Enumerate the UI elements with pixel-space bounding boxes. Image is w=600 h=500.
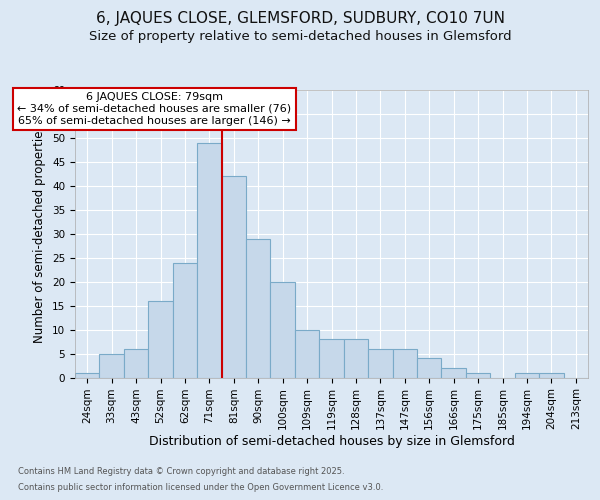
Text: Contains public sector information licensed under the Open Government Licence v3: Contains public sector information licen… [18, 484, 383, 492]
Text: Contains HM Land Registry data © Crown copyright and database right 2025.: Contains HM Land Registry data © Crown c… [18, 467, 344, 476]
Bar [173, 262, 197, 378]
Bar [221, 176, 246, 378]
Bar [319, 339, 344, 378]
Bar [344, 339, 368, 378]
Bar [539, 372, 563, 378]
Text: Size of property relative to semi-detached houses in Glemsford: Size of property relative to semi-detach… [89, 30, 511, 43]
Bar [75, 372, 100, 378]
Bar [197, 142, 221, 378]
Text: 6 JAQUES CLOSE: 79sqm
← 34% of semi-detached houses are smaller (76)
65% of semi: 6 JAQUES CLOSE: 79sqm ← 34% of semi-deta… [17, 92, 292, 126]
Bar [466, 372, 490, 378]
Bar [392, 349, 417, 378]
Y-axis label: Number of semi-detached properties: Number of semi-detached properties [34, 124, 46, 343]
Bar [442, 368, 466, 378]
Bar [515, 372, 539, 378]
Bar [124, 349, 148, 378]
Bar [271, 282, 295, 378]
Bar [148, 301, 173, 378]
Bar [368, 349, 392, 378]
Bar [100, 354, 124, 378]
Bar [295, 330, 319, 378]
Bar [246, 238, 271, 378]
X-axis label: Distribution of semi-detached houses by size in Glemsford: Distribution of semi-detached houses by … [149, 435, 514, 448]
Text: 6, JAQUES CLOSE, GLEMSFORD, SUDBURY, CO10 7UN: 6, JAQUES CLOSE, GLEMSFORD, SUDBURY, CO1… [95, 11, 505, 26]
Bar [417, 358, 442, 378]
